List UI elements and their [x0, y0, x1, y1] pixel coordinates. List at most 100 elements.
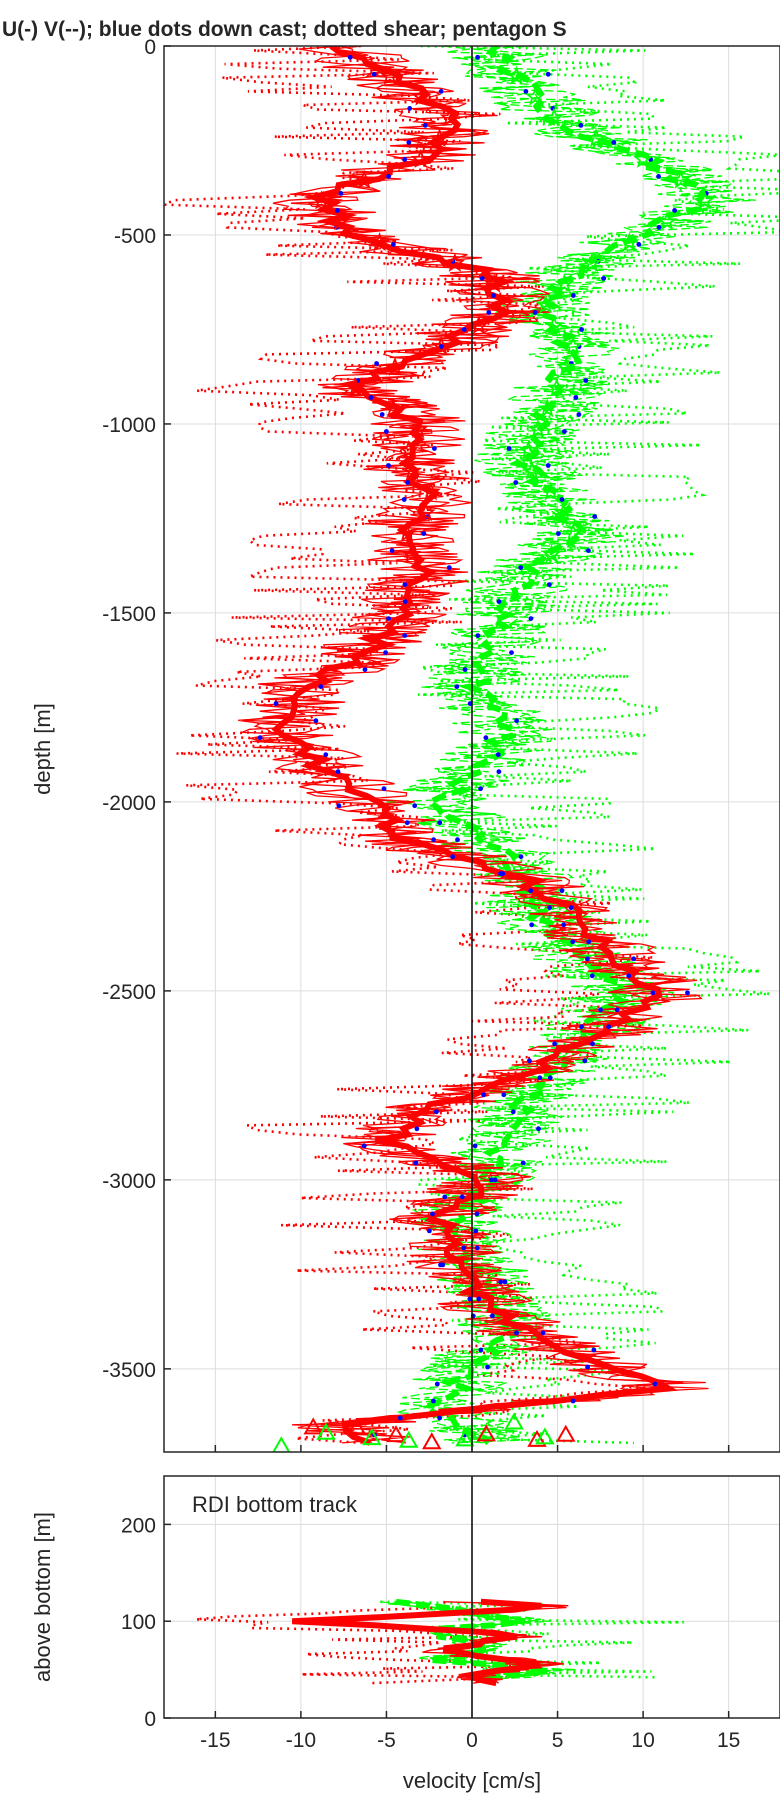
down-cast-dot — [511, 1109, 516, 1114]
down-cast-dot — [318, 684, 323, 689]
down-cast-dot — [579, 123, 584, 128]
down-cast-dot — [454, 684, 459, 689]
down-cast-dot — [657, 225, 662, 230]
down-cast-dot — [455, 837, 460, 842]
down-cast-dot — [521, 1161, 526, 1166]
down-cast-dot — [405, 820, 410, 825]
down-cast-dot — [656, 174, 661, 179]
down-cast-dot — [653, 1382, 658, 1387]
down-cast-dot — [398, 1416, 403, 1421]
down-cast-dot — [592, 514, 597, 519]
x-tick-label: -10 — [286, 1729, 316, 1752]
x-tick-label: -5 — [377, 1729, 396, 1752]
down-cast-dot — [336, 769, 341, 774]
down-cast-dot — [431, 837, 436, 842]
y-tick-label: -2500 — [102, 981, 156, 1004]
y-axis-label: above bottom [m] — [30, 1512, 55, 1682]
down-cast-dot — [606, 1024, 611, 1029]
x-tick-label: -15 — [200, 1729, 230, 1752]
down-cast-dot — [435, 1382, 440, 1387]
down-cast-dot — [503, 1280, 508, 1285]
panel-annotation: RDI bottom track — [192, 1492, 358, 1517]
down-cast-dot — [475, 1246, 480, 1251]
down-cast-dot — [651, 990, 656, 995]
down-cast-dot — [527, 1058, 532, 1063]
down-cast-dot — [685, 990, 690, 995]
down-cast-dot — [497, 599, 502, 604]
down-cast-dot — [386, 174, 391, 179]
down-cast-dot — [546, 463, 551, 468]
down-cast-dot — [372, 72, 377, 77]
down-cast-dot — [461, 1246, 466, 1251]
down-cast-dot — [518, 565, 523, 570]
down-cast-dot — [500, 871, 505, 876]
down-cast-dot — [560, 497, 565, 502]
down-cast-dot — [363, 667, 368, 672]
down-cast-dot — [485, 1365, 490, 1370]
down-cast-dot — [493, 1178, 498, 1183]
down-cast-dot — [590, 973, 595, 978]
down-cast-dot — [382, 786, 387, 791]
y-tick-label: -500 — [114, 225, 156, 248]
down-cast-dot — [390, 548, 395, 553]
down-cast-dot — [432, 446, 437, 451]
y-tick-label: -1000 — [102, 414, 156, 437]
x-axis-label: velocity [cm/s] — [403, 1768, 541, 1793]
down-cast-dot — [473, 1144, 478, 1149]
down-cast-dot — [415, 1126, 420, 1131]
down-cast-dot — [423, 123, 428, 128]
down-cast-dot — [362, 1144, 367, 1149]
down-cast-dot — [475, 1212, 480, 1217]
x-tick-label: 5 — [552, 1729, 564, 1752]
down-cast-dot — [480, 276, 485, 281]
chart-title: U(-) V(--); blue dots down cast; dotted … — [2, 18, 567, 41]
down-cast-dot — [529, 616, 534, 621]
down-cast-dot — [414, 1161, 419, 1166]
down-cast-dot — [533, 310, 538, 315]
down-cast-dot — [586, 939, 591, 944]
down-cast-dot — [577, 412, 582, 417]
down-cast-dot — [384, 429, 389, 434]
down-cast-dot — [462, 327, 467, 332]
upper-panel: 0 -500 -1000 -1500 -2000 -2500 -3000 -3500 depth… — [30, 36, 780, 1452]
down-cast-dot — [571, 1399, 576, 1404]
down-cast-dot — [431, 1399, 436, 1404]
down-cast-dot — [611, 140, 616, 145]
down-cast-dot — [585, 956, 590, 961]
down-cast-dot — [430, 1212, 435, 1217]
down-cast-dot — [335, 208, 340, 213]
down-cast-dot — [586, 548, 591, 553]
down-cast-dot — [579, 327, 584, 332]
down-cast-dot — [524, 89, 529, 94]
down-cast-dot — [447, 565, 452, 570]
down-cast-dot — [403, 599, 408, 604]
down-cast-dot — [405, 480, 410, 485]
down-cast-dot — [592, 1348, 597, 1353]
down-cast-dot — [636, 242, 641, 247]
down-cast-dot — [547, 582, 552, 587]
down-cast-dot — [514, 718, 519, 723]
down-cast-dot — [402, 497, 407, 502]
down-cast-dot — [579, 1024, 584, 1029]
y-tick-label: -1500 — [102, 603, 156, 626]
down-cast-dot — [626, 973, 631, 978]
down-cast-dot — [562, 429, 567, 434]
down-cast-dot — [585, 1365, 590, 1370]
down-cast-dot — [437, 1416, 442, 1421]
down-cast-dot — [571, 293, 576, 298]
down-cast-dot — [514, 1331, 519, 1336]
down-cast-dot — [380, 412, 385, 417]
down-cast-dot — [427, 1229, 432, 1234]
down-cast-dot — [450, 854, 455, 859]
y-tick-label: 0 — [144, 36, 156, 59]
down-cast-dot — [501, 1092, 506, 1097]
down-cast-dot — [507, 446, 512, 451]
y-tick-label: 200 — [121, 1514, 156, 1537]
down-cast-dot — [615, 1007, 620, 1012]
down-cast-dot — [479, 1348, 484, 1353]
down-cast-dot — [556, 531, 561, 536]
down-cast-dot — [437, 820, 442, 825]
down-cast-dot — [528, 888, 533, 893]
